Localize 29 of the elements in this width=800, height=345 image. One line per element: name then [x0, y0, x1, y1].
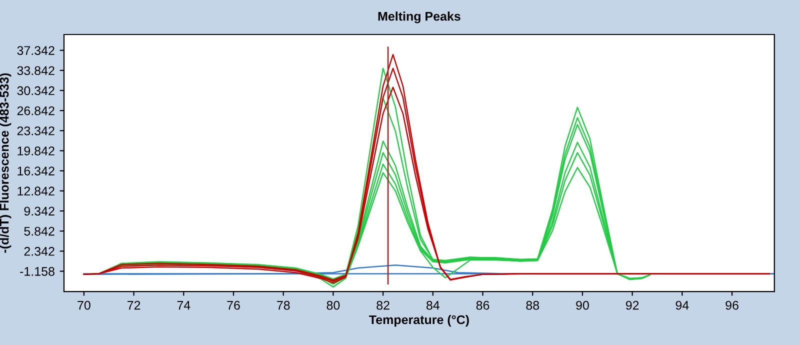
x-tick-label: 96 — [726, 300, 738, 310]
chart-title: Melting Peaks — [378, 12, 460, 24]
x-tick-label: 84 — [426, 300, 440, 310]
y-tick-label: 30.342 — [17, 86, 54, 96]
x-tick-label: 72 — [127, 300, 140, 310]
y-axis-title: -(d/dT) Fluorescence (483-533) — [0, 73, 12, 253]
y-tick-label: 9.342 — [24, 206, 54, 216]
y-tick-label: 5.842 — [24, 226, 54, 236]
x-tick-label: 82 — [376, 300, 390, 310]
x-tick-label: 74 — [177, 301, 190, 310]
x-tick-label: 90 — [576, 300, 589, 310]
x-tick-label: 88 — [526, 300, 540, 310]
y-tick-label: 19.842 — [18, 146, 54, 156]
y-tick-label: -1.158 — [20, 267, 54, 276]
x-tick-label: 80 — [326, 300, 340, 310]
x-axis-title: Temperature (°C) — [369, 314, 469, 327]
y-tick-label: 23.342 — [17, 126, 54, 136]
y-tick-label: 33.842 — [17, 66, 54, 76]
y-tick-label: 26.842 — [17, 106, 54, 116]
x-tick-label: 76 — [227, 300, 240, 310]
y-tick-label: 12.842 — [18, 186, 54, 196]
x-tick-label: 70 — [78, 300, 90, 310]
x-tick-label: 78 — [277, 300, 290, 310]
x-tick-label: 94 — [676, 300, 689, 310]
x-tick-label: 86 — [476, 300, 490, 310]
y-tick-label: 2.342 — [24, 246, 54, 256]
x-tick-label: 92 — [626, 300, 639, 310]
y-tick-label: 16.342 — [18, 166, 54, 176]
y-tick-label: 37.342 — [17, 46, 54, 55]
